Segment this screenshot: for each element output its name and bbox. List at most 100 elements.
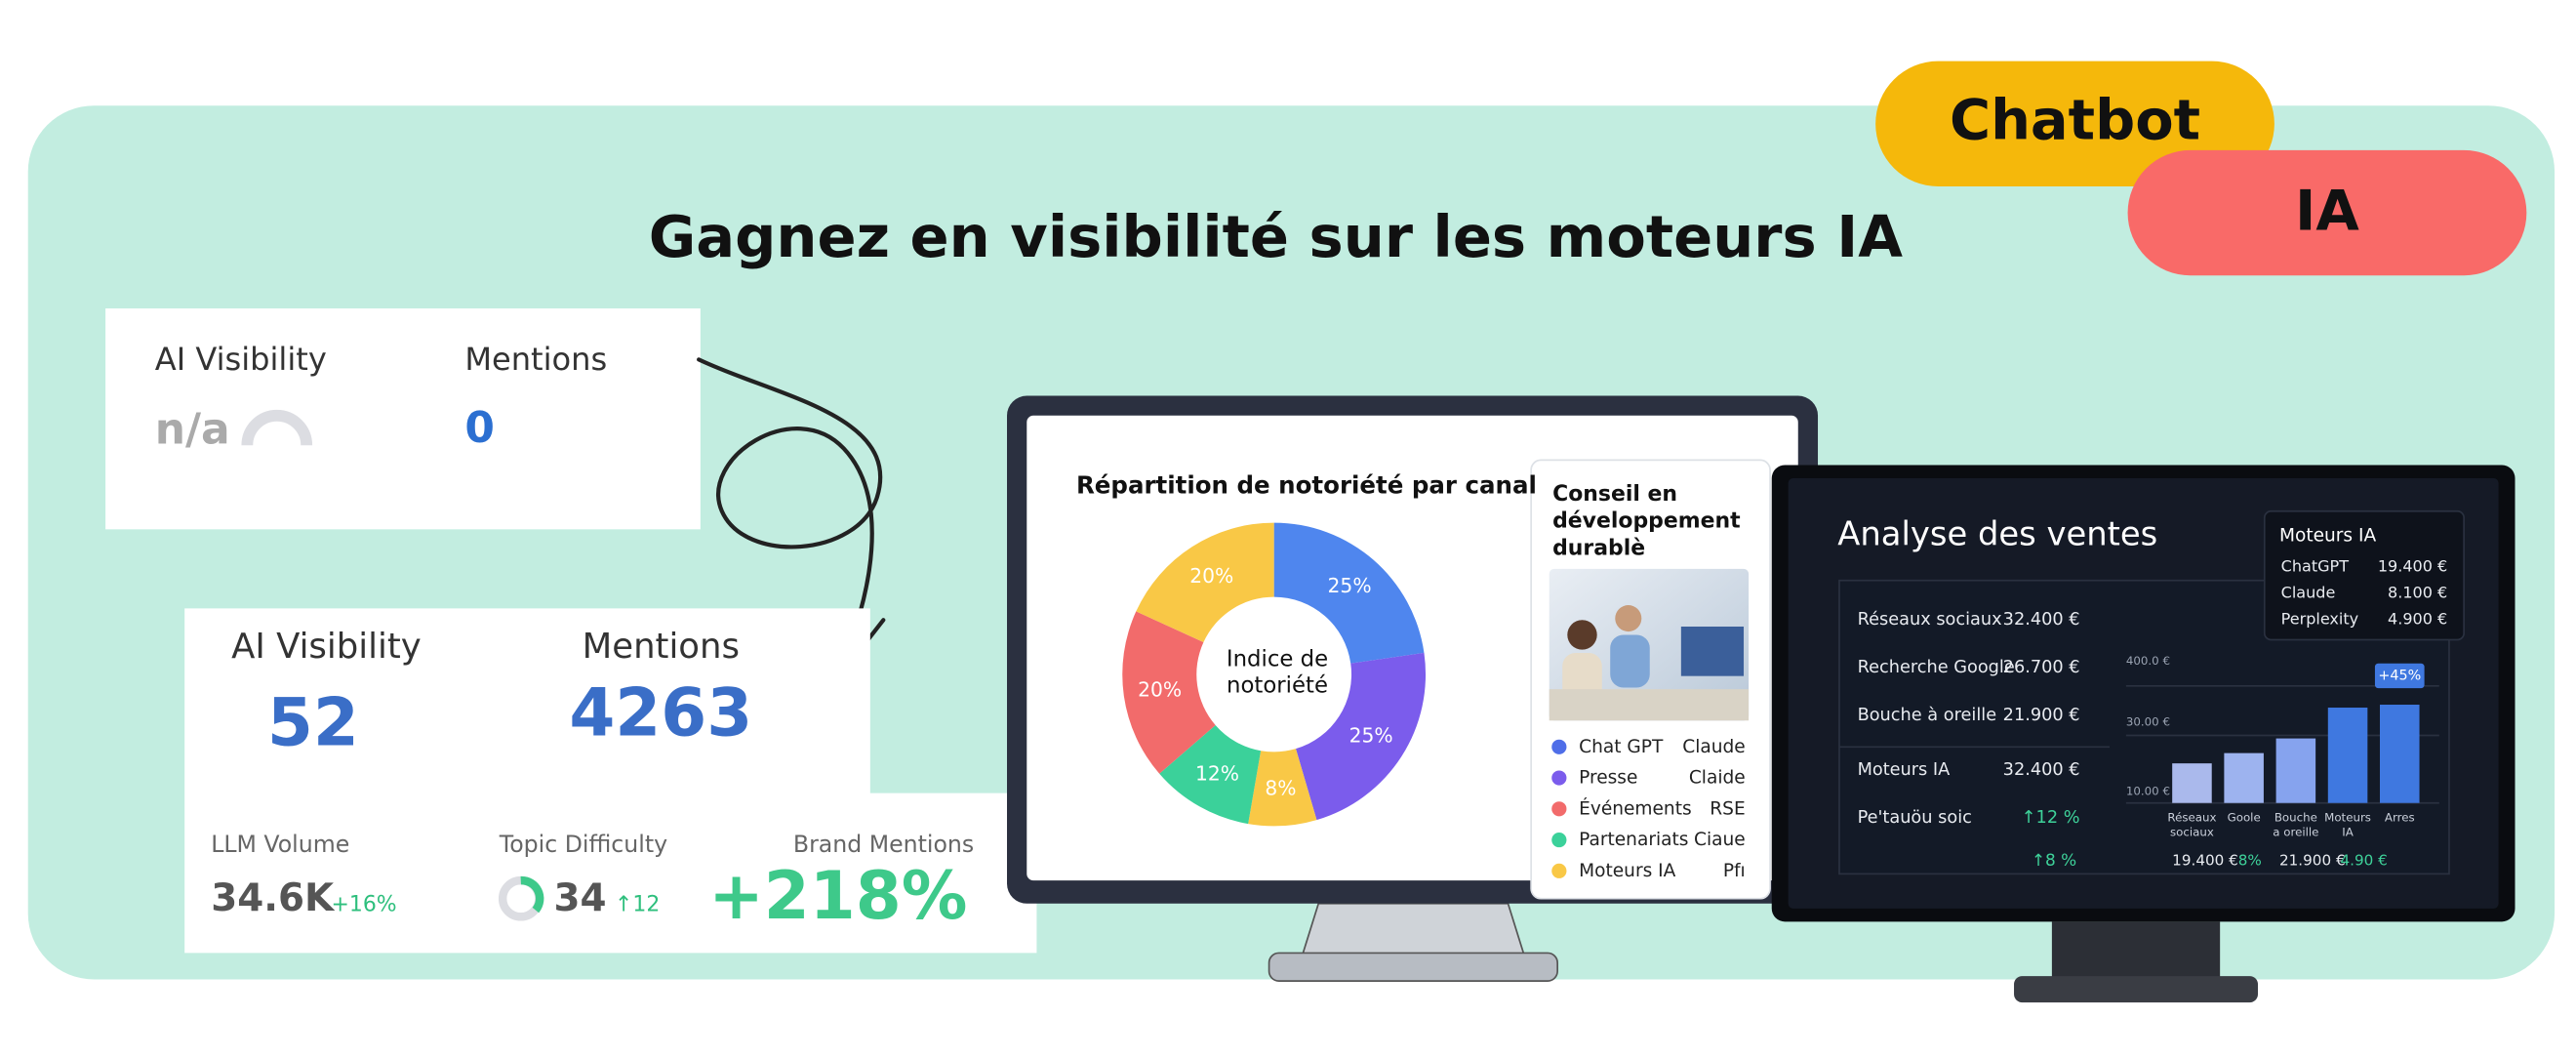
- metric-label: Mentions: [464, 341, 607, 378]
- x-tick-label: Arres: [2385, 810, 2415, 824]
- legend-detail: Ciaue: [1694, 830, 1746, 850]
- legend-label: Presse: [1579, 768, 1637, 789]
- row-label: Pe'tauöu soic: [1858, 808, 1972, 828]
- axis-label: 30.00 €: [2126, 714, 2170, 728]
- legend-dot: [1551, 770, 1567, 786]
- footer-value: 19.400 €: [2172, 851, 2238, 869]
- ring-progress: [520, 875, 544, 914]
- tooltip-label: ChatGPT: [2281, 557, 2350, 576]
- monitor-base: [1268, 952, 1559, 982]
- axis-label: 10.00 €: [2126, 784, 2170, 797]
- x-tick-label: a oreille: [2273, 826, 2318, 839]
- row-value: 32.400 €: [2003, 760, 2080, 780]
- monitor-base: [2014, 976, 2259, 1003]
- metric-value: 0: [464, 403, 495, 453]
- tooltip-label: Perplexity: [2281, 610, 2359, 629]
- metric-value: 52: [267, 684, 359, 761]
- stat-change: ↑12: [615, 892, 660, 916]
- metric-value: n/a: [155, 405, 230, 455]
- donut-chart: 25% 25% 8% 12% 20% 20%: [1122, 522, 1427, 827]
- legend-dot: [1551, 739, 1567, 754]
- donut-segment: [1296, 652, 1427, 821]
- donut-segment: [1136, 522, 1274, 643]
- stat-label: LLM Volume: [211, 831, 349, 858]
- footer-value: 4.90 €: [2340, 851, 2387, 869]
- dashboard-title: Analyse des ventes: [1837, 515, 2157, 553]
- monitor-stand: [1301, 902, 1526, 957]
- axis-label: 400.0 €: [2126, 654, 2170, 668]
- row-label: Bouche à oreille: [1858, 706, 1997, 725]
- x-tick-label: IA: [2342, 826, 2354, 839]
- photo-desk: [1549, 689, 1750, 721]
- texts: Chatbot IA Gagnez en visibilité sur les mo…: [155, 87, 2447, 934]
- monitor-stand: [2051, 921, 2221, 982]
- legend-dot: [1551, 801, 1567, 817]
- tooltip-title: Moteurs IA: [2279, 526, 2377, 547]
- card-title: durablè: [1552, 537, 1645, 561]
- stat-label: Topic Difficulty: [499, 831, 667, 858]
- tooltip-value: 19.400 €: [2378, 557, 2447, 576]
- stat-value: 34.6K: [211, 876, 336, 920]
- legend-detail: RSE: [1710, 798, 1745, 819]
- tooltip-value: 4.900 €: [2388, 610, 2447, 629]
- badge-label: IA: [2295, 178, 2359, 243]
- x-tick-label: Goole: [2228, 810, 2261, 824]
- gauge: [241, 409, 313, 446]
- photo-person: [1615, 605, 1642, 632]
- bar: [2327, 708, 2368, 803]
- data-label: 12%: [1195, 761, 1239, 785]
- x-tick-label: sociaux: [2170, 826, 2214, 839]
- metric-label: Mentions: [583, 627, 740, 667]
- chart-title: Répartition de notoriété par canal: [1076, 470, 1537, 499]
- bar: [2224, 752, 2264, 803]
- legend-label: Partenariats: [1579, 830, 1688, 850]
- metric-value: 4263: [569, 673, 752, 751]
- row-label: Moteurs IA: [1858, 760, 1951, 780]
- legend-detail: Claide: [1689, 768, 1746, 789]
- donut-segment: [1248, 749, 1317, 827]
- bar: [2172, 763, 2212, 803]
- legend-label: Chat GPT: [1579, 737, 1664, 757]
- stat-value: 34: [554, 876, 607, 920]
- legend-detail: Claude: [1682, 737, 1745, 757]
- photo-panel: [1680, 626, 1745, 676]
- x-tick-label: Bouche: [2274, 810, 2317, 824]
- metric-card: [184, 608, 1037, 954]
- data-label: 20%: [1189, 564, 1233, 588]
- bar-badge-label: +45%: [2378, 668, 2421, 683]
- donut-center-label: Indice de: [1227, 646, 1328, 671]
- row-label: Réseaux sociaux: [1858, 610, 2002, 630]
- badge: [2127, 149, 2527, 276]
- metric-label: AI Visibility: [155, 341, 327, 378]
- donut-center-label: notoriété: [1227, 672, 1328, 698]
- bar-chart: [2172, 663, 2425, 803]
- donut-segment: [1159, 724, 1262, 825]
- card-title: Conseil en: [1552, 482, 1677, 507]
- card-title: développement: [1552, 509, 1740, 534]
- legend-detail: Pfı: [1723, 861, 1746, 881]
- row-label: Recherche Google: [1858, 658, 2015, 677]
- donut-segment: [1273, 522, 1425, 664]
- metric-label: AI Visibility: [231, 627, 422, 667]
- row-value: 26.700 €: [2003, 658, 2080, 677]
- legend-dot: [1551, 832, 1567, 848]
- bar: [2275, 738, 2316, 803]
- tooltip-label: Claude: [2281, 584, 2336, 602]
- data-label: 25%: [1328, 574, 1372, 597]
- photo-person: [1567, 620, 1597, 650]
- row-value: ↑12 %: [2022, 808, 2080, 828]
- legend-label: Événements: [1579, 796, 1692, 819]
- row-note: ↑8 %: [2032, 850, 2076, 870]
- x-tick-label: Moteurs: [2324, 810, 2371, 824]
- legend-dot: [1551, 863, 1567, 878]
- bar: [2380, 705, 2420, 803]
- page-title: Gagnez en visibilité sur les moteurs IA: [649, 203, 1904, 270]
- footer-value: 8%: [2238, 851, 2262, 869]
- row-value: 32.400 €: [2003, 610, 2080, 630]
- tooltip: [2263, 509, 2465, 641]
- stat-label: Brand Mentions: [793, 831, 974, 858]
- photo-person: [1610, 634, 1650, 688]
- donut-segment: [1122, 611, 1216, 774]
